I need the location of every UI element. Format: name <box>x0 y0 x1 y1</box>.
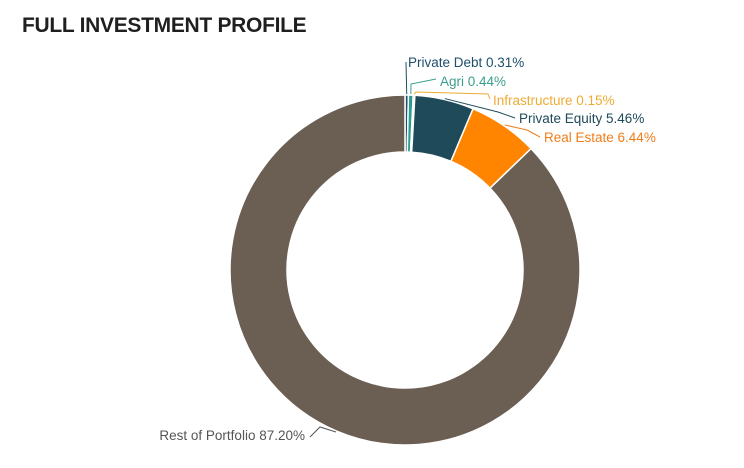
labels-layer: Private Debt 0.31% Agri 0.44% Infrastructu… <box>159 55 655 443</box>
connector-private-debt <box>405 61 408 95</box>
connector-private-equity <box>444 98 516 119</box>
data-label-infrastructure: Infrastructure 0.15% <box>493 93 615 108</box>
data-label-private-equity: Private Equity 5.46% <box>519 111 644 126</box>
data-label-agri: Agri 0.44% <box>440 74 506 89</box>
data-label-rest-of-portfolio: Rest of Portfolio 87.20% <box>159 428 305 443</box>
chart-title: FULL INVESTMENT PROFILE <box>22 14 307 37</box>
connector-real-estate <box>504 124 541 138</box>
data-label-private-debt: Private Debt 0.31% <box>408 55 524 70</box>
connector-infrastructure <box>413 91 491 100</box>
slice-rest-of-portfolio[interactable] <box>229 94 581 446</box>
connector-agri <box>410 78 437 95</box>
slices-layer <box>229 94 581 446</box>
data-label-real-estate: Real Estate 6.44% <box>544 130 656 145</box>
connectors-layer <box>309 61 541 438</box>
connector-rest-of-portfolio <box>309 426 337 438</box>
